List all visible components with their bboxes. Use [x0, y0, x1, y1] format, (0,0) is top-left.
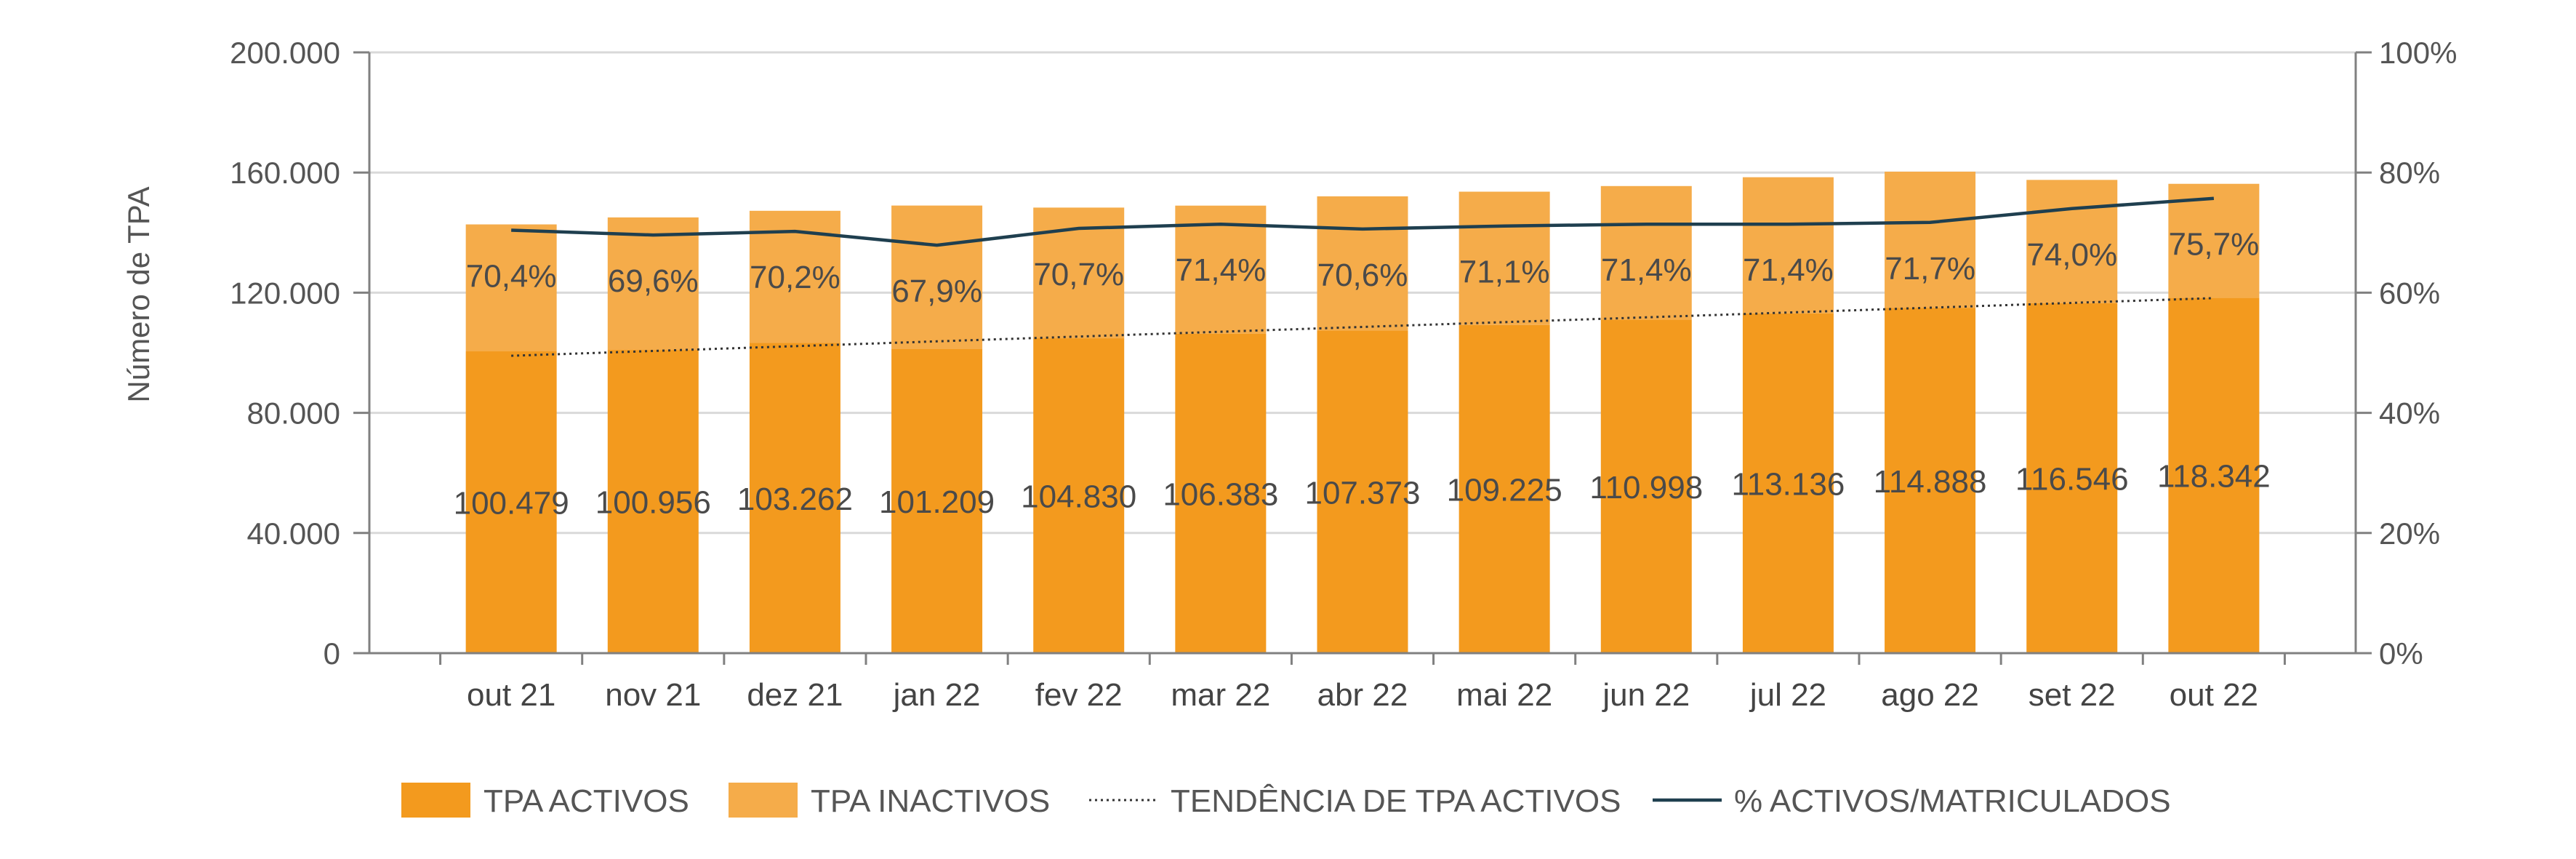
bar-tpa-activos: [891, 349, 983, 653]
data-label-percent: 75,7%: [2168, 227, 2259, 263]
bar-tpa-activos: [1885, 308, 1976, 653]
x-tick-label: jul 22: [1749, 677, 1826, 713]
x-tick-label: jun 22: [1601, 677, 1690, 713]
data-label-activos: 114.888: [1874, 464, 1987, 500]
data-label-activos: 100.479: [454, 486, 569, 522]
lines: [511, 196, 2215, 357]
bar-tpa-inactivos: [1600, 185, 1692, 320]
y-tick-label-right: 60%: [2379, 276, 2440, 310]
data-label-percent: 71,7%: [1885, 251, 1975, 287]
data-label-activos: 104.830: [1021, 479, 1136, 515]
x-tick-label: nov 21: [605, 677, 701, 713]
bar-tpa-inactivos: [607, 217, 699, 351]
y-tick-label-left: 160.000: [230, 156, 340, 190]
bar-tpa-inactivos: [1885, 172, 1976, 308]
y-tick-label-right: 80%: [2379, 156, 2440, 190]
data-label-percent: 74,0%: [2026, 237, 2117, 273]
x-tick-label: ago 22: [1881, 677, 1979, 713]
legend-tpa-inactivos: TPA INACTIVOS: [729, 783, 1050, 819]
legend-swatch: [729, 783, 798, 818]
bar-tpa-activos: [2168, 297, 2260, 653]
bar-tpa-inactivos: [891, 205, 983, 350]
data-label-percent: 70,4%: [466, 258, 557, 294]
bar-tpa-activos: [1458, 324, 1550, 653]
bar-tpa-inactivos: [2026, 180, 2118, 303]
legend-tendencia: TENDÊNCIA DE TPA ACTIVOS: [1089, 783, 1621, 819]
y-tick-label-left: 40.000: [247, 516, 340, 551]
legend-label: TPA ACTIVOS: [483, 783, 689, 819]
bar-tpa-activos: [2026, 303, 2118, 653]
data-labels: 100.479 100.956 103.262 101.209 104.830 106.3…: [454, 227, 2271, 522]
legend-label: TPA INACTIVOS: [811, 783, 1050, 819]
data-label-percent: 70,6%: [1317, 257, 1408, 293]
bar-tpa-activos: [1742, 313, 1834, 653]
data-label-percent: 71,4%: [1175, 252, 1266, 288]
y-tick-label-right: 20%: [2379, 516, 2440, 551]
data-label-percent: 71,4%: [1743, 252, 1834, 288]
bar-tpa-activos: [1033, 338, 1125, 653]
data-label-activos: 118.342: [2157, 459, 2271, 495]
data-label-activos: 100.956: [595, 485, 711, 521]
data-label-activos: 113.136: [1732, 466, 1845, 502]
y-tick-label-right: 40%: [2379, 396, 2440, 431]
bar-tpa-inactivos: [1742, 177, 1834, 313]
x-tick-label: out 21: [467, 677, 555, 713]
bar-tpa-activos: [1175, 333, 1267, 653]
legend-swatch: [401, 783, 470, 818]
legend-tpa-activos: TPA ACTIVOS: [401, 783, 689, 819]
bar-tpa-activos: [465, 351, 557, 653]
x-tick-label: fev 22: [1035, 677, 1123, 713]
x-tick-label: set 22: [2029, 677, 2116, 713]
data-label-percent: 69,6%: [608, 263, 699, 299]
axes: 0 40.000 80.000 120.000 160.000 200.000 0% 20% 4…: [121, 36, 2457, 713]
legend-label: TENDÊNCIA DE TPA ACTIVOS: [1171, 783, 1621, 819]
x-tick-label: abr 22: [1317, 677, 1408, 713]
bar-tpa-inactivos: [1317, 196, 1408, 331]
bar-tpa-activos: [749, 343, 840, 653]
data-label-percent: 71,1%: [1459, 255, 1550, 290]
bar-tpa-inactivos: [2168, 183, 2260, 298]
data-label-activos: 103.262: [737, 482, 853, 517]
y-tick-label-left: 200.000: [230, 36, 340, 70]
data-label-activos: 106.383: [1163, 476, 1278, 512]
x-tick-label: out 22: [2170, 677, 2258, 713]
bar-tpa-inactivos: [465, 224, 557, 352]
data-label-percent: 70,7%: [1033, 257, 1124, 292]
bar-tpa-activos: [1600, 319, 1692, 653]
legend-label: % ACTIVOS/MATRICULADOS: [1734, 783, 2171, 819]
data-label-percent: 67,9%: [891, 273, 982, 309]
y-tick-label-left: 80.000: [247, 396, 340, 431]
line-pct-activos-matriculados: [511, 196, 2215, 247]
x-tick-label: mai 22: [1456, 677, 1552, 713]
x-tick-label: jan 22: [892, 677, 981, 713]
bar-tpa-inactivos: [1175, 205, 1267, 334]
bar-tpa-activos: [1317, 330, 1408, 653]
bar-tpa-activos: [607, 350, 699, 653]
trend-line-tpa-activos: [511, 297, 2214, 357]
y-tick-label-right: 0%: [2379, 636, 2423, 671]
x-tick-label: mar 22: [1171, 677, 1270, 713]
data-label-percent: 71,4%: [1601, 252, 1692, 288]
legend: TPA ACTIVOS TPA INACTIVOS TENDÊNCIA DE TPA…: [401, 783, 2171, 819]
data-label-percent: 70,2%: [750, 260, 840, 295]
bar-tpa-inactivos: [1458, 191, 1550, 325]
data-label-activos: 116.546: [2015, 461, 2129, 497]
bars: [465, 172, 2260, 653]
y-tick-label-left: 0: [324, 636, 340, 671]
x-tick-label: dez 21: [747, 677, 843, 713]
y-tick-label-right: 100%: [2379, 36, 2457, 70]
data-label-activos: 109.225: [1447, 472, 1562, 508]
data-label-activos: 110.998: [1589, 470, 1703, 506]
legend-pct-activos: % ACTIVOS/MATRICULADOS: [1653, 783, 2171, 819]
data-label-activos: 101.209: [879, 484, 995, 520]
data-label-activos: 107.373: [1304, 475, 1420, 511]
y-axis-title: Número de TPA: [121, 186, 156, 402]
y-tick-label-left: 120.000: [230, 276, 340, 310]
